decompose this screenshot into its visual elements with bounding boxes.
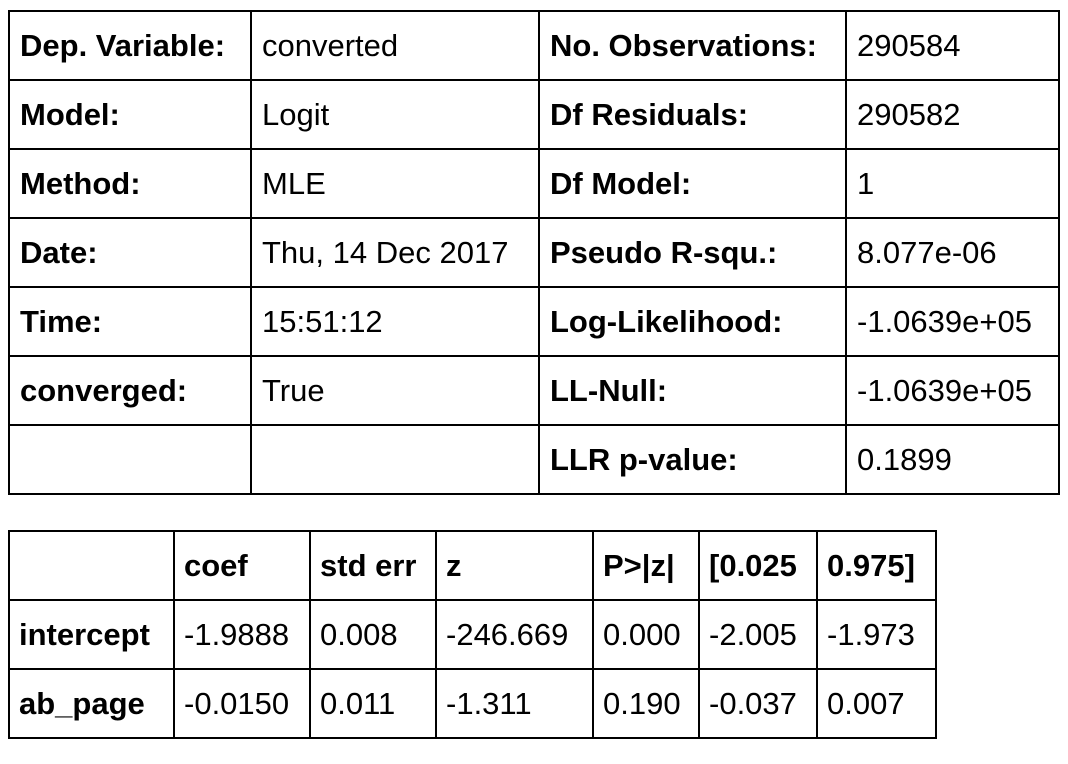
table-cell: -1.311	[435, 668, 594, 739]
summary-value: -1.0639e+05	[845, 286, 1060, 357]
coefficient-row: ab_page -0.0150 0.011 -1.311 0.190 -0.03…	[8, 668, 937, 739]
table-cell: 0.007	[816, 668, 937, 739]
summary-row: LLR p-value: 0.1899	[8, 424, 1060, 495]
column-header	[8, 530, 175, 601]
summary-value: 290584	[845, 10, 1060, 81]
summary-value: 290582	[845, 79, 1060, 150]
row-label: ab_page	[8, 668, 175, 739]
model-summary-table: Dep. Variable: converted No. Observation…	[8, 10, 1060, 495]
summary-label: Df Residuals:	[538, 79, 847, 150]
summary-row: converged: True LL-Null: -1.0639e+05	[8, 355, 1060, 426]
summary-row: Date: Thu, 14 Dec 2017 Pseudo R-squ.: 8.…	[8, 217, 1060, 288]
coefficient-table: coef std err z P>|z| [0.025 0.975] inter…	[8, 530, 937, 739]
summary-label: No. Observations:	[538, 10, 847, 81]
column-header-ci-upper: 0.975]	[816, 530, 937, 601]
summary-value: MLE	[250, 148, 540, 219]
summary-label: Time:	[8, 286, 252, 357]
table-cell: -0.037	[698, 668, 818, 739]
column-header-ci-lower: [0.025	[698, 530, 818, 601]
table-cell: 0.008	[309, 599, 437, 670]
column-header-coef: coef	[173, 530, 311, 601]
coefficient-row: intercept -1.9888 0.008 -246.669 0.000 -…	[8, 599, 937, 670]
table-cell: 0.190	[592, 668, 700, 739]
coefficient-header-row: coef std err z P>|z| [0.025 0.975]	[8, 530, 937, 601]
summary-value	[250, 424, 540, 495]
summary-label: Model:	[8, 79, 252, 150]
summary-row: Model: Logit Df Residuals: 290582	[8, 79, 1060, 150]
table-cell: -2.005	[698, 599, 818, 670]
row-label: intercept	[8, 599, 175, 670]
summary-row: Method: MLE Df Model: 1	[8, 148, 1060, 219]
summary-value: -1.0639e+05	[845, 355, 1060, 426]
table-cell: -246.669	[435, 599, 594, 670]
summary-row: Time: 15:51:12 Log-Likelihood: -1.0639e+…	[8, 286, 1060, 357]
table-cell: 0.000	[592, 599, 700, 670]
summary-label: Dep. Variable:	[8, 10, 252, 81]
summary-value: True	[250, 355, 540, 426]
table-cell: -1.9888	[173, 599, 311, 670]
table-cell: -0.0150	[173, 668, 311, 739]
summary-label: converged:	[8, 355, 252, 426]
summary-value: converted	[250, 10, 540, 81]
summary-label: Method:	[8, 148, 252, 219]
summary-value: Logit	[250, 79, 540, 150]
summary-label: LLR p-value:	[538, 424, 847, 495]
summary-row: Dep. Variable: converted No. Observation…	[8, 10, 1060, 81]
summary-value: 0.1899	[845, 424, 1060, 495]
summary-label	[8, 424, 252, 495]
table-cell: 0.011	[309, 668, 437, 739]
summary-value: 8.077e-06	[845, 217, 1060, 288]
column-header-std-err: std err	[309, 530, 437, 601]
summary-label: Df Model:	[538, 148, 847, 219]
column-header-z: z	[435, 530, 594, 601]
summary-label: Log-Likelihood:	[538, 286, 847, 357]
summary-label: Date:	[8, 217, 252, 288]
summary-label: Pseudo R-squ.:	[538, 217, 847, 288]
summary-value: 15:51:12	[250, 286, 540, 357]
table-cell: -1.973	[816, 599, 937, 670]
summary-value: Thu, 14 Dec 2017	[250, 217, 540, 288]
summary-label: LL-Null:	[538, 355, 847, 426]
summary-value: 1	[845, 148, 1060, 219]
column-header-p-value: P>|z|	[592, 530, 700, 601]
